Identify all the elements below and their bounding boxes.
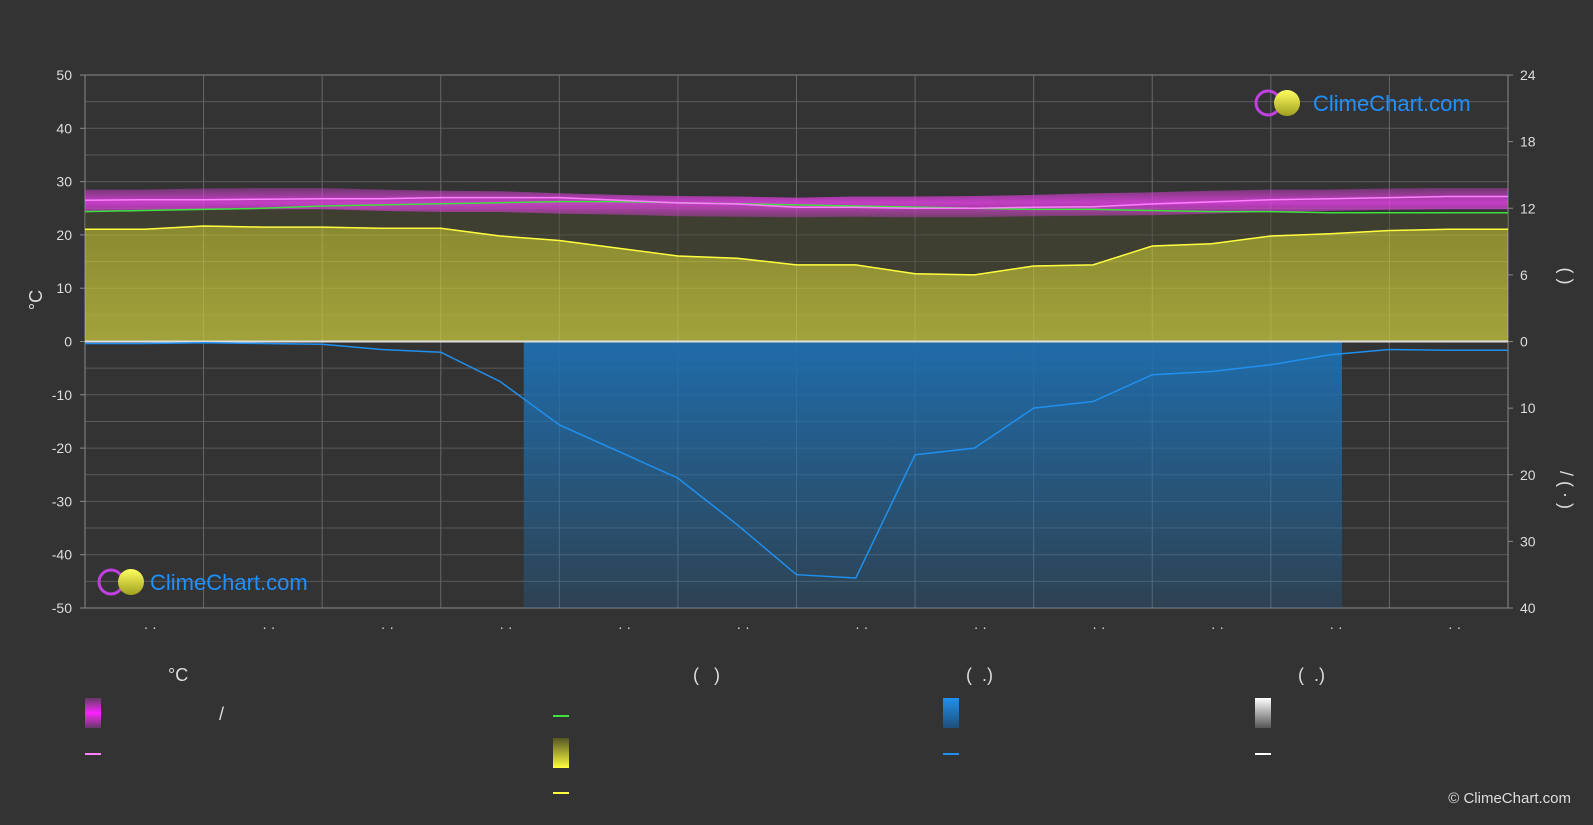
logo-top: ClimeChart.com [1254, 89, 1471, 117]
daylight-line [84, 200, 1508, 214]
legend-sunshine-swatch [553, 738, 569, 768]
legend-sunshine-line-swatch [553, 792, 569, 794]
month-tick-label: · · [262, 619, 275, 635]
right-bottom-tick-label: 10 [1520, 400, 1536, 416]
left-tick-label: 10 [56, 280, 72, 296]
left-tick-label: -50 [52, 600, 72, 616]
legend-daylight-swatch [553, 715, 569, 717]
right-bottom-tick-label: 30 [1520, 533, 1536, 549]
data-lines [84, 195, 1508, 579]
sunshine-band [85, 226, 1508, 342]
copyright: © ClimeChart.com [1448, 790, 1571, 807]
left-tick-label: 50 [56, 67, 72, 83]
logo-sun-icon [118, 569, 144, 595]
legend-snow-line-swatch [1255, 753, 1271, 755]
right-bottom-tick-label: 40 [1520, 600, 1536, 616]
month-tick-label: · · [1329, 619, 1342, 635]
month-tick-label: · · [737, 619, 750, 635]
axes: 50 40 30 20 10 0 -10 -20 -30 -40 -50 24 18 12 6 0 10 20 30… [52, 67, 1536, 635]
right-bottom-tick-label: 20 [1520, 467, 1536, 483]
left-tick-label: -30 [52, 493, 72, 509]
mean-temp-line [84, 195, 1508, 210]
right-axis-title-top: ( ) [1556, 268, 1576, 285]
legend-snow-header: ( .) [1298, 665, 1325, 685]
logo-bottom: ClimeChart.com [97, 568, 308, 596]
right-top-tick-label: 12 [1520, 200, 1536, 216]
left-axis-title: °C [26, 290, 46, 310]
legend-temp-header: °C [168, 665, 189, 685]
left-tick-label: 40 [56, 120, 72, 136]
legend-rain-header: ( .) [966, 665, 993, 685]
right-top-tick-label: 0 [1520, 334, 1528, 350]
left-tick-label: 30 [56, 174, 72, 190]
left-tick-label: -20 [52, 440, 72, 456]
month-tick-label: · · [381, 619, 394, 635]
left-tick-label: 20 [56, 227, 72, 243]
data-bands [85, 188, 1508, 608]
legend-sun-header: ( ) [693, 665, 720, 685]
legend-temp-range-swatch [85, 698, 101, 728]
precip-line [85, 342, 1508, 579]
month-tick-label: · · [499, 619, 512, 635]
right-top-tick-label: 24 [1520, 67, 1536, 83]
legend-snow-swatch [1255, 698, 1271, 728]
rain-band [523, 341, 1342, 608]
left-tick-label: -40 [52, 547, 72, 563]
month-tick-label: · · [1211, 619, 1224, 635]
right-top-tick-label: 18 [1520, 134, 1536, 150]
legend-temp-slash: / [219, 704, 225, 724]
month-tick-label: · · [1092, 619, 1105, 635]
left-tick-label: -10 [52, 387, 72, 403]
legend-mean-temp-swatch [85, 753, 101, 755]
logo-text-top: ClimeChart.com [1313, 91, 1471, 116]
right-axis-title-bottom: / ( · ) [1556, 471, 1576, 509]
legend-rain-line-swatch [943, 753, 959, 755]
month-tick-label: · · [618, 619, 631, 635]
month-tick-label: · · [1448, 619, 1461, 635]
cloud-band [85, 201, 1508, 275]
month-tick-label: · · [974, 619, 987, 635]
left-tick-label: 0 [64, 334, 72, 350]
logo-text-bottom: ClimeChart.com [150, 570, 308, 595]
month-tick-label: · · [144, 619, 157, 635]
right-top-tick-label: 6 [1520, 267, 1528, 283]
sunshine-line [85, 225, 1508, 276]
month-tick-label: · · [855, 619, 868, 635]
logo-sun-icon [1274, 90, 1300, 116]
legend-rain-swatch [943, 698, 959, 728]
